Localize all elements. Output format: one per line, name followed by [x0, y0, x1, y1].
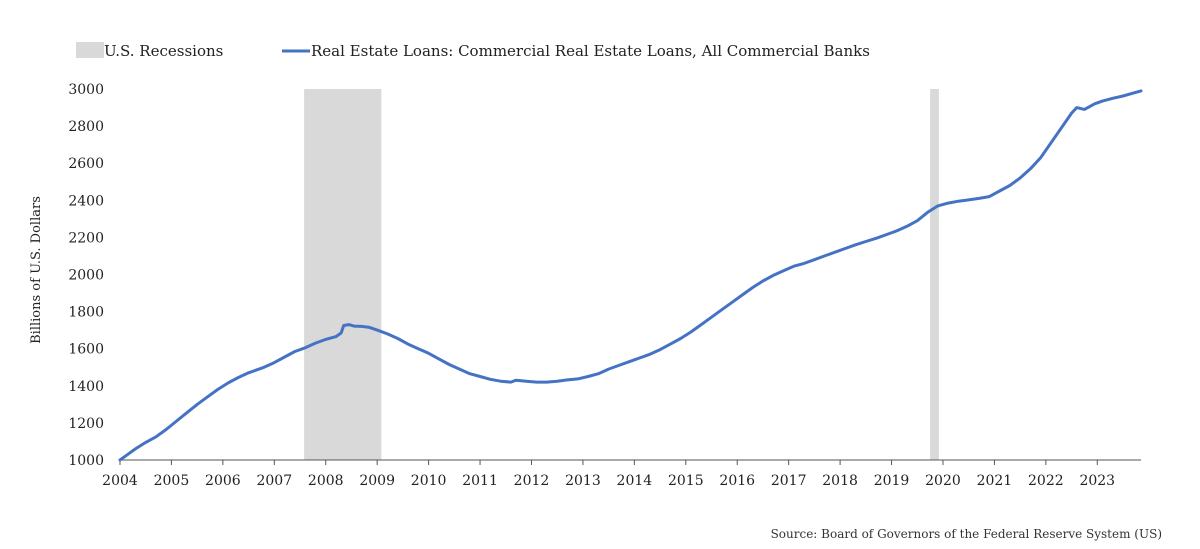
- recession-band-2: [930, 89, 939, 460]
- x-tick-label-2008: 2008: [308, 473, 344, 489]
- x-tick-label-2013: 2013: [565, 473, 601, 489]
- x-tick-label-2009: 2009: [359, 473, 395, 489]
- series-layer: [118, 89, 1143, 462]
- x-tick-label-2014: 2014: [617, 473, 653, 489]
- x-tick-label-2020: 2020: [925, 473, 961, 489]
- x-tick-label-2011: 2011: [462, 473, 498, 489]
- y-tick-label-2600: 2600: [68, 156, 104, 172]
- x-tick-label-2012: 2012: [514, 473, 550, 489]
- y-tick-label-3000: 3000: [68, 82, 104, 98]
- y-ticks: 1000 1200 1400 1600 1800 2000 2200 2400 2600 2800…: [68, 82, 104, 469]
- x-tick-label-2016: 2016: [719, 473, 755, 489]
- legend: U.S. Recessions Real Estate Loans: Comme…: [76, 42, 870, 60]
- y-axis-title: Billions of U.S. Dollars: [29, 196, 44, 344]
- x-tick-label-2010: 2010: [411, 473, 447, 489]
- x-tick-label-2007: 2007: [256, 473, 292, 489]
- y-tick-label-1000: 1000: [68, 453, 104, 469]
- x-tick-label-2023: 2023: [1079, 473, 1115, 489]
- recession-bands: [304, 89, 939, 460]
- y-tick-label-1600: 1600: [68, 342, 104, 358]
- x-tick-label-2022: 2022: [1028, 473, 1064, 489]
- y-tick-label-2800: 2800: [68, 119, 104, 135]
- series-line-1: [118, 89, 1143, 462]
- x-tick-label-2017: 2017: [771, 473, 807, 489]
- legend-recession-swatch: [76, 42, 104, 58]
- x-tick-label-2005: 2005: [154, 473, 190, 489]
- recession-band-1: [304, 89, 382, 460]
- x-tick-label-2015: 2015: [668, 473, 704, 489]
- x-tick-label-2021: 2021: [977, 473, 1013, 489]
- x-tick-label-2006: 2006: [205, 473, 241, 489]
- x-tick-label-2004: 2004: [102, 473, 138, 489]
- source-note: Source: Board of Governors of the Federa…: [771, 527, 1162, 541]
- y-tick-label-1400: 1400: [68, 379, 104, 395]
- y-tick-label-2200: 2200: [68, 230, 104, 246]
- legend-series-label: Real Estate Loans: Commercial Real Estat…: [311, 42, 870, 60]
- y-tick-label-2400: 2400: [68, 193, 104, 209]
- y-tick-label-1200: 1200: [68, 416, 104, 432]
- legend-recession-label: U.S. Recessions: [104, 42, 223, 60]
- x-tick-label-2019: 2019: [874, 473, 910, 489]
- x-axis: 2004 2005 2006 2007 2008 2009 2010 2011 2012 2013…: [102, 459, 1141, 489]
- y-tick-label-1800: 1800: [68, 305, 104, 321]
- x-tick-label-2018: 2018: [822, 473, 858, 489]
- y-tick-label-2000: 2000: [68, 268, 104, 284]
